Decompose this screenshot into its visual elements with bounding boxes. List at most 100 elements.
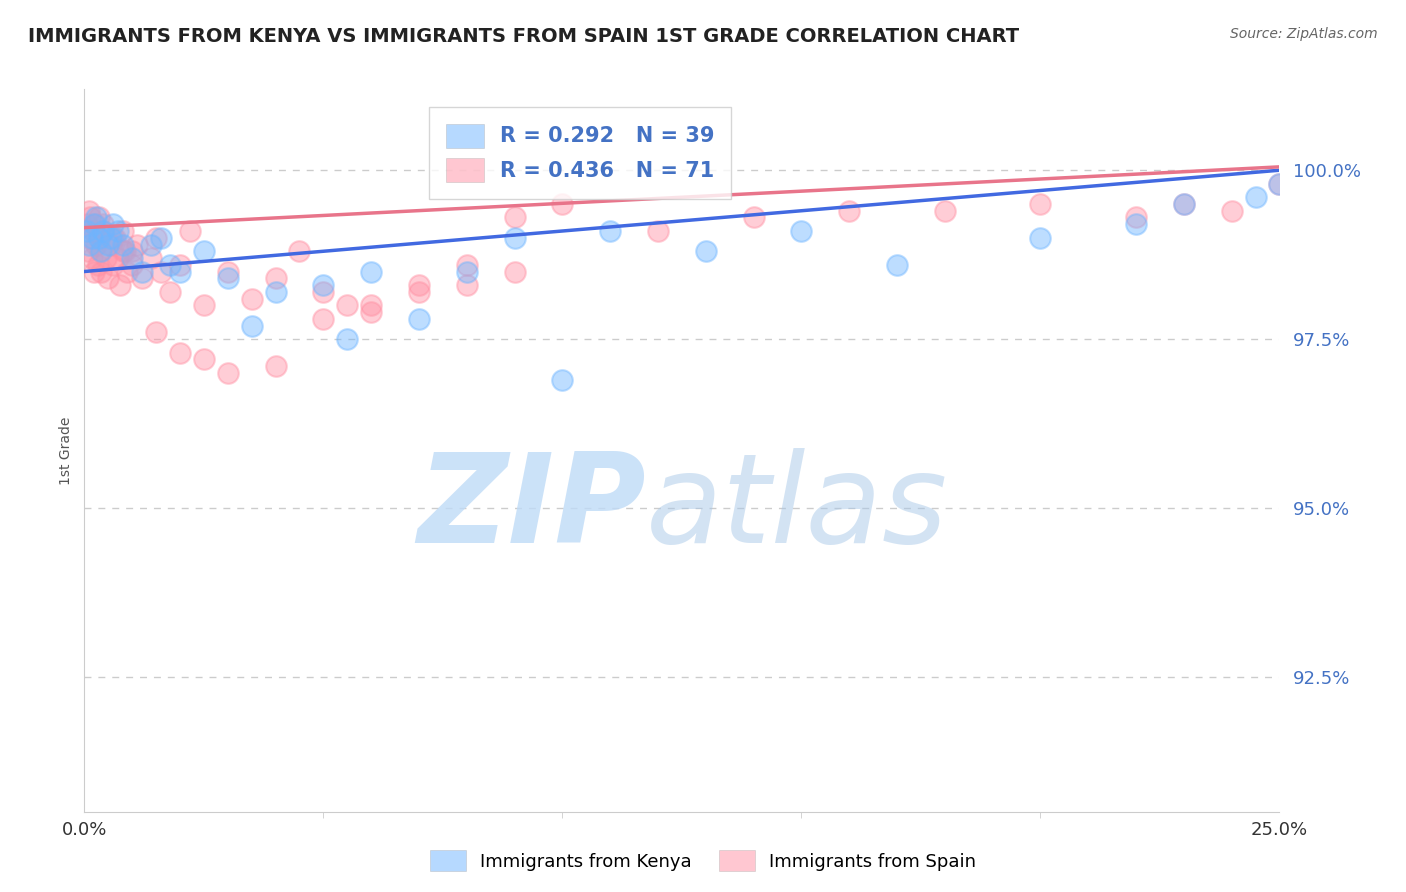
Point xyxy=(87,211,110,225)
Text: atlas: atlas xyxy=(647,448,948,569)
Point xyxy=(104,231,127,245)
Point xyxy=(159,258,181,272)
Point xyxy=(336,298,359,312)
Point xyxy=(217,271,239,285)
Point xyxy=(141,251,163,265)
Point xyxy=(408,311,430,326)
Point xyxy=(79,211,101,225)
Point xyxy=(288,244,311,259)
Point xyxy=(456,278,478,293)
Point xyxy=(1220,203,1243,218)
Point xyxy=(456,264,478,278)
Point xyxy=(125,237,148,252)
Point xyxy=(742,211,765,225)
Point xyxy=(240,318,263,333)
Point xyxy=(193,352,215,367)
Point xyxy=(312,311,335,326)
Point xyxy=(107,251,129,265)
Point xyxy=(193,244,215,259)
Point xyxy=(886,258,908,272)
Point xyxy=(149,231,172,245)
Point xyxy=(149,264,172,278)
Point xyxy=(169,345,191,359)
Point xyxy=(695,244,717,259)
Point xyxy=(131,271,153,285)
Point xyxy=(145,326,167,340)
Point xyxy=(97,237,120,252)
Point xyxy=(76,217,98,231)
Point xyxy=(193,298,215,312)
Point xyxy=(336,332,359,346)
Point xyxy=(159,285,181,299)
Point xyxy=(86,211,108,225)
Text: ZIP: ZIP xyxy=(418,448,647,569)
Point xyxy=(141,237,163,252)
Point xyxy=(121,244,143,259)
Point xyxy=(114,244,136,259)
Point xyxy=(1173,197,1195,211)
Text: IMMIGRANTS FROM KENYA VS IMMIGRANTS FROM SPAIN 1ST GRADE CORRELATION CHART: IMMIGRANTS FROM KENYA VS IMMIGRANTS FROM… xyxy=(28,27,1019,45)
Point xyxy=(551,197,574,211)
Point xyxy=(86,237,108,252)
Point xyxy=(121,251,143,265)
Point xyxy=(107,224,129,238)
Point xyxy=(101,258,124,272)
Point xyxy=(503,231,526,245)
Point xyxy=(264,271,287,285)
Legend: Immigrants from Kenya, Immigrants from Spain: Immigrants from Kenya, Immigrants from S… xyxy=(422,843,984,879)
Point xyxy=(117,264,139,278)
Point xyxy=(264,359,287,373)
Point xyxy=(121,258,143,272)
Point xyxy=(934,203,956,218)
Point xyxy=(111,244,134,259)
Point xyxy=(264,285,287,299)
Point xyxy=(111,224,134,238)
Point xyxy=(93,217,115,231)
Point xyxy=(111,237,134,252)
Point xyxy=(83,264,105,278)
Point xyxy=(1244,190,1267,204)
Point xyxy=(217,264,239,278)
Point xyxy=(599,224,621,238)
Point xyxy=(360,264,382,278)
Point xyxy=(87,231,110,245)
Point xyxy=(131,264,153,278)
Point xyxy=(1125,211,1147,225)
Point xyxy=(89,244,111,259)
Point xyxy=(169,264,191,278)
Point xyxy=(110,278,132,293)
Point xyxy=(100,237,122,252)
Point xyxy=(77,203,100,218)
Point xyxy=(101,217,124,231)
Point xyxy=(408,278,430,293)
Point xyxy=(169,258,191,272)
Point xyxy=(77,231,100,245)
Point xyxy=(1173,197,1195,211)
Point xyxy=(312,278,335,293)
Point xyxy=(360,305,382,319)
Point xyxy=(83,224,105,238)
Point xyxy=(83,217,105,231)
Point xyxy=(790,224,813,238)
Point xyxy=(101,231,124,245)
Point xyxy=(312,285,335,299)
Point xyxy=(80,231,103,245)
Point xyxy=(76,224,98,238)
Point xyxy=(80,251,103,265)
Point xyxy=(90,244,112,259)
Point xyxy=(1029,197,1052,211)
Point xyxy=(1125,217,1147,231)
Point xyxy=(838,203,860,218)
Point xyxy=(503,211,526,225)
Point xyxy=(97,271,120,285)
Point xyxy=(503,264,526,278)
Point xyxy=(87,231,110,245)
Point xyxy=(217,366,239,380)
Point xyxy=(1029,231,1052,245)
Point xyxy=(87,258,110,272)
Point xyxy=(94,251,117,265)
Point xyxy=(179,224,201,238)
Point xyxy=(77,244,100,259)
Point xyxy=(456,258,478,272)
Legend: R = 0.292   N = 39, R = 0.436   N = 71: R = 0.292 N = 39, R = 0.436 N = 71 xyxy=(429,107,731,199)
